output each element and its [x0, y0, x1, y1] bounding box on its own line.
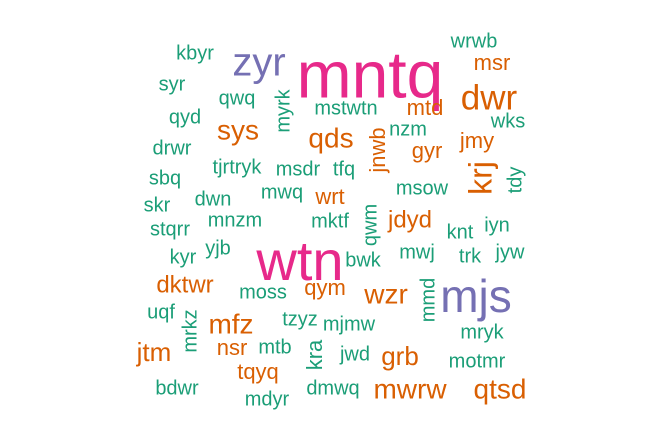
word-skr: skr [144, 194, 171, 216]
word-kbyr: kbyr [176, 42, 214, 64]
word-uqf: uqf [147, 301, 175, 323]
word-tfq: tfq [333, 158, 355, 180]
word-mmd: mmd [417, 278, 439, 322]
word-qtsd: qtsd [474, 373, 527, 404]
word-mjmw: mjmw [323, 313, 376, 335]
word-qwm: qwm [359, 204, 381, 246]
word-dmwq: dmwq [306, 377, 359, 399]
word-wtn: wtn [255, 229, 343, 292]
word-sbq: sbq [149, 167, 181, 189]
word-tqyq: tqyq [237, 359, 279, 384]
word-moss: moss [239, 281, 287, 303]
word-dktwr: dktwr [156, 271, 213, 298]
word-nzm: nzm [389, 118, 427, 140]
word-qwq: qwq [219, 87, 256, 109]
word-jnwb: jnwb [365, 127, 390, 173]
word-nsr: nsr [217, 335, 248, 360]
word-drwr: drwr [153, 137, 192, 159]
word-mntq: mntq [297, 37, 444, 111]
word-jwd: jwd [339, 343, 370, 365]
word-bwk: bwk [345, 249, 382, 271]
word-mktf: mktf [311, 210, 349, 232]
word-trk: trk [459, 245, 482, 267]
word-mdyr: mdyr [245, 388, 290, 410]
word-stqrr: stqrr [150, 218, 190, 240]
word-tzyz: tzyz [282, 308, 318, 330]
word-msr: msr [474, 50, 511, 75]
word-jdyd: jdyd [387, 206, 432, 233]
word-qyd: qyd [169, 106, 201, 128]
word-wzr: wzr [363, 278, 408, 309]
word-zyr: zyr [232, 41, 285, 85]
word-jmy: jmy [459, 128, 494, 153]
word-mwj: mwj [399, 241, 435, 263]
word-mfz: mfz [208, 308, 253, 339]
word-mwq: mwq [261, 181, 303, 203]
word-grb: grb [381, 341, 419, 371]
word-mtb: mtb [258, 336, 291, 358]
word-mjs: mjs [440, 270, 512, 322]
word-bdwr: bdwr [155, 377, 199, 399]
word-syr: syr [159, 73, 186, 95]
word-yjb: yjb [205, 237, 231, 259]
word-qds: qds [308, 122, 353, 153]
word-dwr: dwr [461, 78, 518, 117]
word-sys: sys [217, 114, 259, 145]
word-jyw: jyw [495, 241, 525, 263]
word-tjrtryk: tjrtryk [213, 156, 263, 178]
word-mryk: mryk [460, 321, 504, 343]
word-dwn: dwn [195, 188, 232, 210]
word-kyr: kyr [170, 246, 197, 268]
word-iyn: iyn [484, 214, 510, 236]
word-qym: qym [304, 275, 346, 300]
word-myrk: myrk [272, 88, 294, 132]
word-kra: kra [302, 339, 327, 370]
word-mrkz: mrkz [179, 309, 201, 352]
word-knt: knt [447, 221, 474, 243]
word-krj: krj [462, 161, 498, 195]
word-tdy: tdy [504, 167, 526, 194]
word-motmr: motmr [449, 350, 506, 372]
word-wrt: wrt [314, 184, 344, 209]
word-mwrw: mwrw [373, 373, 447, 404]
word-msow: msow [396, 177, 449, 199]
word-wks: wks [490, 110, 525, 132]
word-gyr: gyr [412, 138, 443, 163]
word-mtd: mtd [407, 95, 444, 120]
word-msdr: msdr [276, 158, 321, 180]
word-jtm: jtm [136, 337, 172, 367]
word-mstwtn: mstwtn [314, 97, 377, 119]
word-wrwb: wrwb [450, 30, 498, 52]
word-mnzm: mnzm [208, 209, 262, 231]
